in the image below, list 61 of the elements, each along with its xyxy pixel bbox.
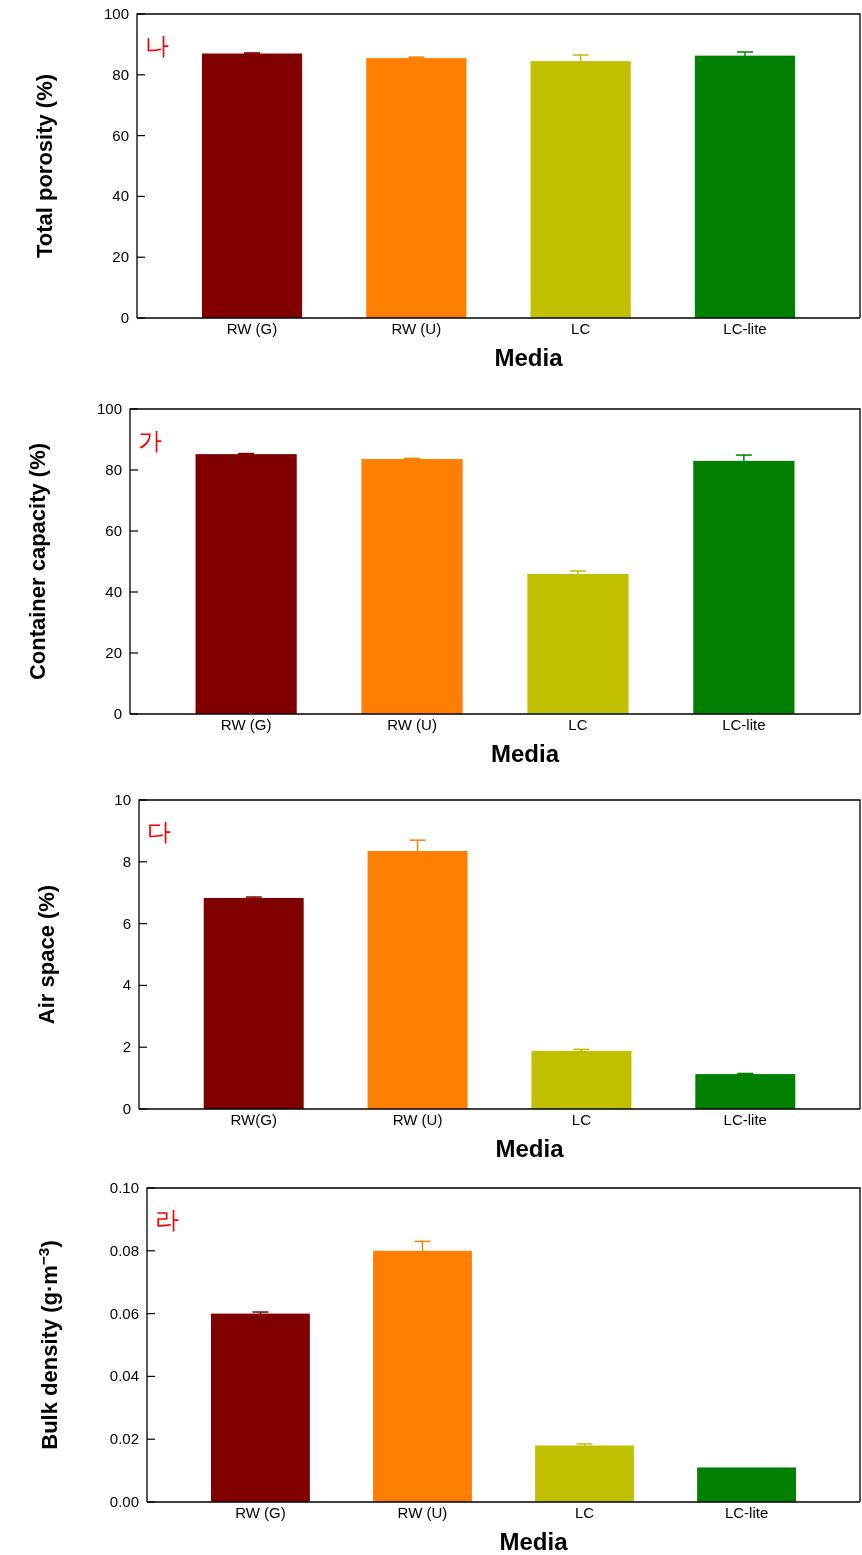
x-tick-label: RW (U) [392,1111,443,1128]
y-tick-label: 60 [112,126,129,144]
bar [361,459,463,714]
bar [531,1050,632,1109]
y-tick-label: 0.10 [109,1179,139,1196]
y-tick-label: 60 [105,522,122,539]
y-axis-title: Container capacity (%) [25,442,50,681]
y-tick-label: 0 [122,1100,131,1117]
x-tick-label: LC [571,320,591,337]
y-axis-title: Total porosity (%) [32,73,57,259]
y-tick-label: 0.00 [109,1493,139,1510]
y-tick-label: 0.04 [109,1367,139,1385]
bar [527,574,629,714]
annotation: 다 [147,818,171,845]
x-tick-label: RW (G) [226,320,278,337]
x-tick-label: LC-lite [724,1504,769,1521]
x-axis-title: Media [494,344,564,371]
bar [195,454,297,714]
y-tick-label: 2 [122,1038,131,1056]
x-tick-label: LC-lite [723,1111,767,1128]
y-tick-label: 0 [113,705,122,722]
y-tick-label: 20 [112,248,129,266]
y-tick-label: 80 [105,461,122,478]
x-tick-label: RW (U) [391,320,442,337]
bar [203,897,304,1109]
y-tick-label: 0.02 [109,1430,139,1448]
x-tick-label: RW (U) [397,1504,448,1521]
y-tick-label: 6 [122,914,131,932]
annotation: 가 [138,427,162,454]
bar [535,1445,634,1502]
x-tick-label: LC-lite [723,320,767,337]
x-tick-label: LC-lite [722,716,766,733]
x-tick-label: RW(G) [230,1111,277,1128]
x-tick-label: LC [571,1111,592,1128]
bar [693,460,795,714]
bar [695,1074,796,1109]
x-axis-title: Media [499,1528,569,1555]
x-axis-title: Media [495,1135,565,1162]
y-tick-label: 100 [103,5,129,22]
annotation: 나 [145,32,169,59]
y-tick-label: 0.06 [109,1304,139,1322]
y-tick-label: 10 [114,791,131,808]
y-tick-label: 8 [122,852,131,870]
annotation: 라 [155,1206,179,1233]
y-tick-label: 40 [105,583,122,600]
x-tick-label: LC [574,1504,595,1521]
y-tick-label: 40 [112,187,129,205]
bar [697,1467,796,1502]
x-tick-label: LC [568,716,588,733]
y-tick-label: 100 [96,400,122,417]
x-axis-title: Media [490,740,560,767]
x-tick-label: RW (G) [235,1504,286,1521]
y-tick-label: 0 [120,309,129,326]
bar [211,1313,310,1502]
y-tick-label: 4 [122,976,131,994]
x-tick-label: RW (G) [220,716,272,733]
y-tick-label: 20 [105,644,122,661]
y-tick-label: 80 [112,65,129,83]
y-axis-title: Air space (%) [34,884,59,1025]
x-tick-label: RW (U) [387,716,437,733]
y-tick-label: 0.08 [109,1241,139,1259]
